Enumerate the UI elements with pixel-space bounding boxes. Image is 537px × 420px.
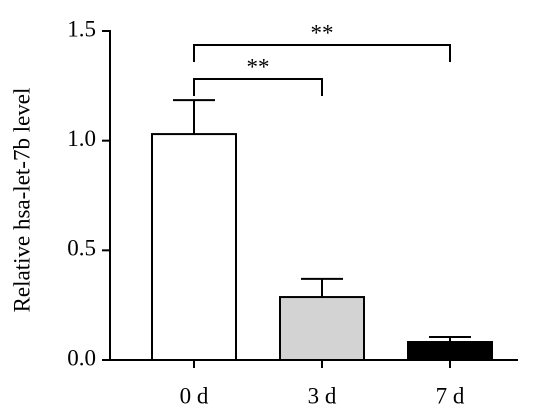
x-tick-label: 7 d — [436, 383, 465, 408]
x-tick-label: 3 d — [308, 383, 337, 408]
significance-label: ** — [311, 20, 334, 45]
significance-label: ** — [247, 54, 270, 79]
y-tick-label: 1.5 — [67, 16, 96, 41]
y-axis-label: Relative hsa-let-7b level — [9, 88, 34, 313]
significance-bracket — [193, 44, 451, 62]
bar — [151, 133, 237, 361]
y-tick-label: 0.0 — [67, 345, 96, 370]
x-tick-label: 0 d — [180, 383, 209, 408]
bar — [407, 341, 493, 362]
y-tick-label: 1.0 — [67, 126, 96, 151]
significance-bracket — [193, 78, 323, 96]
bar — [279, 296, 365, 361]
y-tick-label: 0.5 — [67, 236, 96, 261]
